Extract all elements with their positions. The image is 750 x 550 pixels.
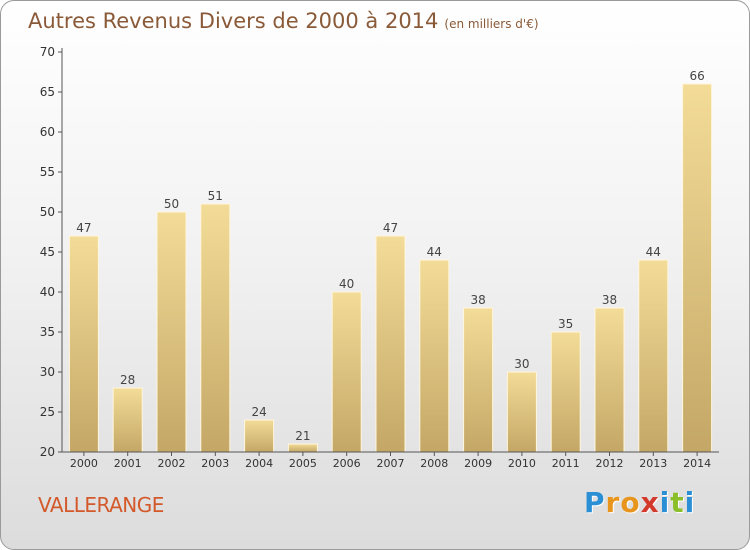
x-tick-label-2013: 2013 <box>639 457 667 470</box>
brand-letter: r <box>605 486 621 519</box>
y-tick-label-70: 70 <box>40 45 55 59</box>
x-tick-label-2009: 2009 <box>464 457 492 470</box>
x-tick-label-2004: 2004 <box>245 457 273 470</box>
x-tick-label-2001: 2001 <box>114 457 142 470</box>
x-tick-label-2010: 2010 <box>508 457 536 470</box>
brand-letter: P <box>584 486 606 519</box>
data-label-2014: 66 <box>689 69 704 83</box>
bar-2003 <box>200 203 231 453</box>
bar-2007 <box>375 235 406 453</box>
x-tick-label-2011: 2011 <box>552 457 580 470</box>
bar-2006 <box>331 291 362 453</box>
x-tick-label-2012: 2012 <box>596 457 624 470</box>
brand-letter: x <box>640 486 660 519</box>
bar-2000 <box>68 235 99 453</box>
bar-2001 <box>112 387 143 453</box>
x-tick-label-2002: 2002 <box>158 457 186 470</box>
bar-2002 <box>156 211 187 453</box>
bar-2011 <box>550 331 581 453</box>
bar-2005 <box>287 443 318 453</box>
bar-2004 <box>244 419 275 453</box>
bars-group: 47 28 50 51 24 21 40 47 44 38 30 35 38 44 66 <box>68 69 713 453</box>
data-label-2000: 47 <box>76 221 91 235</box>
x-tick-label-2006: 2006 <box>333 457 361 470</box>
brand-letter: o <box>620 486 641 519</box>
data-label-2013: 44 <box>646 245 661 259</box>
bar-2013 <box>638 259 669 453</box>
bar-2008 <box>419 259 450 453</box>
data-label-2010: 30 <box>514 357 529 371</box>
data-label-2002: 50 <box>164 197 179 211</box>
data-label-2004: 24 <box>251 405 266 419</box>
x-tick-label-2003: 2003 <box>201 457 229 470</box>
data-label-2007: 47 <box>383 221 398 235</box>
data-label-2005: 21 <box>295 429 310 443</box>
brand-logo[interactable]: Proxiti <box>584 486 695 519</box>
data-label-2003: 51 <box>208 189 223 203</box>
data-label-2011: 35 <box>558 317 573 331</box>
y-tick-label-25: 25 <box>40 405 55 419</box>
brand-letter: i <box>659 486 671 519</box>
y-tick-label-55: 55 <box>40 165 55 179</box>
x-tick-label-2007: 2007 <box>377 457 405 470</box>
y-tick-label-30: 30 <box>40 365 55 379</box>
y-tick-label-60: 60 <box>40 125 55 139</box>
chart-subtitle: (en milliers d'€) <box>444 17 539 31</box>
bar-2012 <box>594 307 625 453</box>
bar-2014 <box>682 83 713 453</box>
commune-name: VALLERANGE <box>38 493 164 517</box>
data-label-2012: 38 <box>602 293 617 307</box>
chart-title: Autres Revenus Divers de 2000 à 2014 (en … <box>28 9 539 33</box>
data-label-2001: 28 <box>120 373 135 387</box>
y-tick-label-50: 50 <box>40 205 55 219</box>
axes-group: 2000 2001 2002 2003 2004 2005 2006 2007 2008 2009… <box>40 45 719 470</box>
x-tick-label-2000: 2000 <box>70 457 98 470</box>
data-label-2008: 44 <box>427 245 442 259</box>
y-tick-label-65: 65 <box>40 85 55 99</box>
y-tick-label-40: 40 <box>40 285 55 299</box>
title-text: Autres Revenus Divers de 2000 à 2014 <box>28 9 439 33</box>
data-label-2006: 40 <box>339 277 354 291</box>
y-tick-label-35: 35 <box>40 325 55 339</box>
brand-letter: t <box>670 486 685 519</box>
bar-2009 <box>463 307 494 453</box>
y-tick-label-20: 20 <box>40 445 55 459</box>
bar-2010 <box>506 371 537 453</box>
x-tick-label-2014: 2014 <box>683 457 711 470</box>
x-tick-label-2005: 2005 <box>289 457 317 470</box>
brand-letter: i <box>684 486 696 519</box>
x-tick-label-2008: 2008 <box>420 457 448 470</box>
data-label-2009: 38 <box>470 293 485 307</box>
y-tick-label-45: 45 <box>40 245 55 259</box>
